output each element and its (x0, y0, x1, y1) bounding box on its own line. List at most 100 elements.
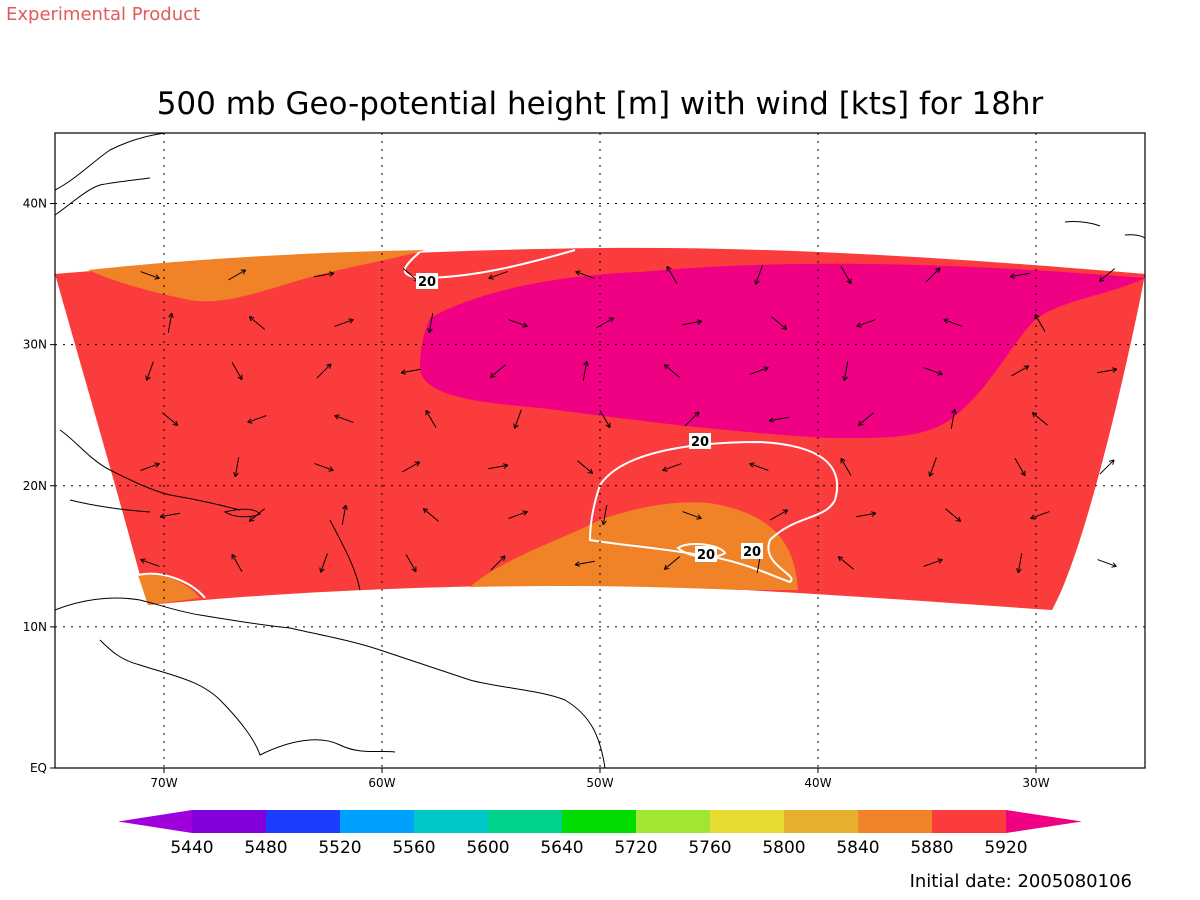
wind-arrow (233, 457, 240, 478)
contour-label-bg (416, 273, 438, 289)
wind-arrow (1011, 365, 1030, 377)
colorbar-label: 5760 (688, 838, 731, 858)
wind-arrow (140, 462, 160, 471)
contour-label-bg (689, 433, 711, 449)
coastlines (54, 132, 1146, 769)
wind-arrow (248, 508, 265, 522)
wind-arrow (231, 553, 243, 572)
wind-arrow (316, 363, 332, 379)
x-tick-label: 50W (586, 776, 613, 790)
y-tick-label: 20N (23, 479, 47, 493)
x-tick-label: 40W (804, 776, 831, 790)
wind-arrow (842, 361, 849, 382)
colorbar-label: 5920 (984, 838, 1027, 858)
wind-arrow (422, 508, 439, 522)
wind-arrow (771, 316, 788, 330)
wind-arrow (167, 312, 174, 333)
contour-label-bg (741, 543, 763, 559)
y-tick-label: 40N (23, 197, 47, 211)
colorbar: 5440 5480 5520 5560 5600 5640 5720 5760 5800 5840… (118, 810, 1082, 858)
contour-label: 20 (418, 275, 436, 290)
wind-arrow (140, 558, 160, 567)
wind-arrow (508, 510, 528, 519)
wind-arrow (488, 271, 508, 280)
wind-arrow (140, 271, 160, 280)
wind-arrow (490, 555, 506, 571)
x-tick-label: 30W (1022, 776, 1049, 790)
wind-arrow (488, 463, 509, 470)
wind-arrow (950, 408, 957, 429)
wind-arrow (682, 319, 703, 326)
contour-label: 20 (743, 545, 761, 560)
wind-arrow (928, 457, 937, 477)
wind-arrow (768, 416, 789, 423)
wind-arrow (508, 319, 528, 328)
contour-labels: 20 20 20 20 (416, 273, 763, 563)
wind-arrow (1098, 268, 1115, 282)
wind-arrow (319, 553, 328, 573)
wind-arrow (247, 415, 267, 424)
colorbar-label: 5880 (910, 838, 953, 858)
wind-arrow (341, 504, 348, 525)
wind-arrow (856, 319, 876, 328)
colorbar-label: 5520 (318, 838, 361, 858)
wind-arrow (857, 412, 874, 426)
lat-lon-grid (55, 133, 1145, 768)
axis-ticks: 70W 60W 50W 40W 30W EQ 10N 20N 30N 40N (23, 197, 1050, 790)
wind-arrow (1097, 367, 1118, 374)
wind-arrow (837, 556, 854, 570)
wind-arrow (1099, 459, 1115, 475)
height-field-5840-nw (88, 250, 425, 302)
colorbar-arrow-low (118, 810, 192, 833)
colorbar-swatch (340, 810, 415, 833)
y-tick-label: 10N (23, 620, 47, 634)
wind-arrow (943, 318, 963, 327)
wind-arrow (601, 505, 608, 526)
colorbar-label: 5440 (170, 838, 213, 858)
colorbar-swatch (562, 810, 637, 833)
wind-arrow (425, 409, 437, 428)
wind-arrow (405, 554, 417, 573)
wind-arrow (400, 368, 421, 375)
x-tick-label: 60W (368, 776, 395, 790)
wind-arrow (334, 318, 354, 327)
colorbar-label: 5480 (244, 838, 287, 858)
wind-arrow (770, 509, 789, 521)
map-title: 500 mb Geo-potential height [m] with win… (157, 86, 1044, 122)
wind-arrow (577, 460, 594, 474)
wind-arrow (945, 508, 962, 522)
wind-arrow (1014, 458, 1026, 477)
wind-arrow (145, 361, 154, 381)
colorbar-label: 5720 (614, 838, 657, 858)
colorbar-label: 5840 (836, 838, 879, 858)
wind-arrow (596, 317, 615, 329)
wind-arrow (1034, 313, 1046, 332)
wind-arrow (1016, 553, 1023, 574)
colorbar-label: 5600 (466, 838, 509, 858)
wind-arrow (923, 367, 943, 376)
contour-label-bg (695, 546, 717, 562)
wind-arrow (1009, 272, 1030, 279)
colorbar-label: 5560 (392, 838, 435, 858)
colorbar-swatch (784, 810, 859, 833)
wind-arrow (749, 366, 769, 375)
wind-arrow (1097, 559, 1117, 568)
colorbar-swatch (636, 810, 711, 833)
wind-arrow (575, 270, 595, 279)
colorbar-swatch (192, 810, 267, 833)
wind-arrow (754, 265, 763, 285)
wind-arrow (402, 461, 421, 473)
colorbar-swatch (858, 810, 933, 833)
wind-arrow (334, 414, 354, 423)
wind-arrow (248, 316, 265, 330)
colorbar-swatch (710, 810, 785, 833)
height-field-5920 (420, 263, 1145, 439)
wind-arrow (663, 364, 680, 378)
wind-arrow (666, 265, 678, 284)
wind-arrow (925, 267, 941, 283)
map-panel: 70W 60W 50W 40W 30W EQ 10N 20N 30N 40N 20 20 20 20 (23, 132, 1146, 790)
wind-arrow (513, 409, 522, 429)
wind-arrow (684, 411, 700, 427)
wind-arrow (662, 463, 682, 472)
